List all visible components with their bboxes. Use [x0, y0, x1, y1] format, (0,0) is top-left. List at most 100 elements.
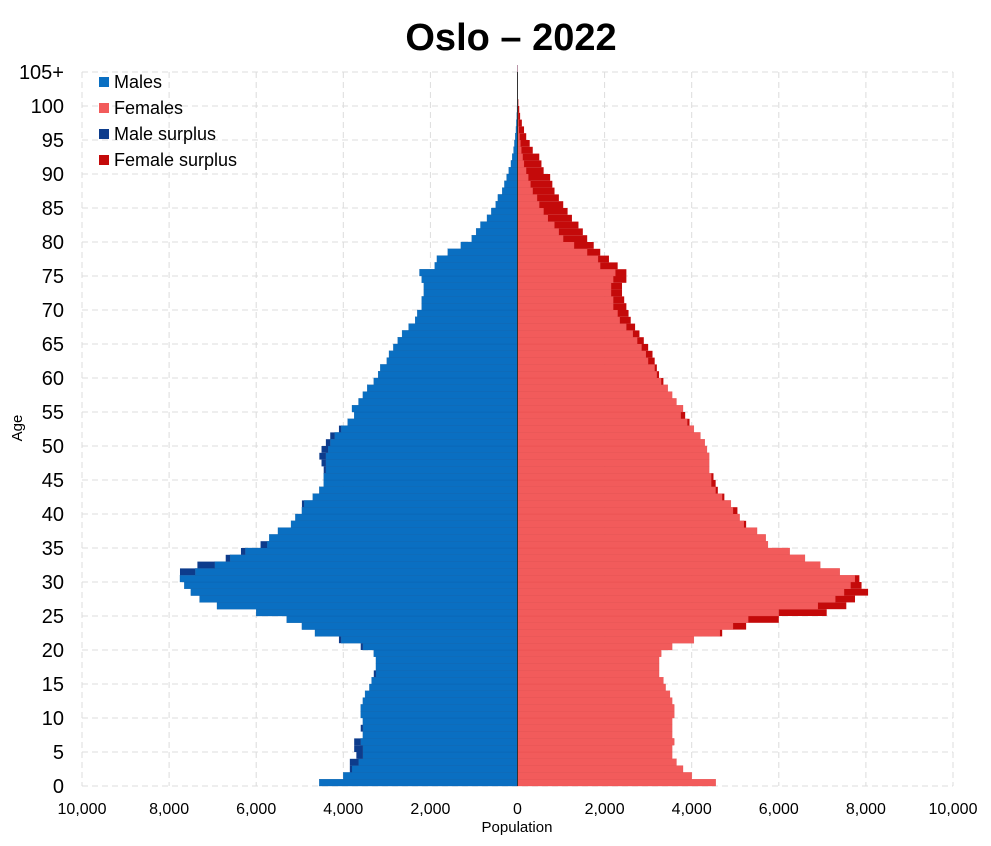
- female-bar: [518, 745, 673, 752]
- female-bar: [518, 528, 758, 535]
- legend-label: Males: [114, 72, 162, 92]
- male-bar: [184, 582, 517, 589]
- male-bar: [496, 201, 518, 208]
- female-surplus-bar: [657, 371, 659, 378]
- x-tick-label: 10,000: [58, 801, 107, 818]
- male-bar: [200, 596, 518, 603]
- male-bar: [509, 167, 518, 174]
- female-surplus-bar: [748, 616, 778, 623]
- female-surplus-bar: [681, 412, 685, 419]
- y-tick-label: 105+: [19, 62, 64, 84]
- female-surplus-bar: [533, 188, 555, 195]
- chart-title: Oslo – 2022: [405, 17, 616, 59]
- male-bar: [180, 575, 518, 582]
- male-bar: [361, 738, 518, 745]
- female-bar: [518, 732, 673, 739]
- x-tick-label: 10,000: [929, 801, 978, 818]
- male-bar: [363, 718, 518, 725]
- female-bar: [518, 779, 716, 786]
- female-surplus-bar: [711, 480, 715, 487]
- female-surplus-bar: [851, 582, 862, 589]
- male-bar: [319, 487, 517, 494]
- male-bar: [287, 616, 518, 623]
- male-bar: [330, 439, 517, 446]
- female-bar: [518, 643, 673, 650]
- female-bar: [518, 698, 673, 705]
- male-bar: [480, 222, 517, 229]
- y-tick-label: 75: [42, 266, 64, 288]
- female-surplus-bar: [548, 215, 572, 222]
- female-surplus-bar: [613, 303, 626, 310]
- female-bar: [518, 766, 683, 773]
- male-bar: [393, 344, 517, 351]
- male-bar: [319, 779, 517, 786]
- y-tick-label: 35: [42, 538, 64, 560]
- female-bar: [518, 181, 531, 188]
- male-surplus-bar: [330, 432, 334, 439]
- female-bar: [518, 500, 731, 507]
- female-bar: [518, 473, 712, 480]
- male-bar: [369, 684, 517, 691]
- female-bar: [518, 290, 612, 297]
- female-bar: [518, 460, 710, 467]
- female-surplus-bar: [611, 290, 622, 297]
- female-bar: [518, 589, 845, 596]
- male-bar: [341, 636, 517, 643]
- male-bar: [435, 262, 518, 269]
- female-bar: [518, 317, 620, 324]
- female-surplus-bar: [733, 623, 746, 630]
- female-surplus-bar: [716, 487, 718, 494]
- x-tick-label: 4,000: [323, 801, 363, 818]
- female-bar: [518, 691, 670, 698]
- y-tick-label: 65: [42, 334, 64, 356]
- male-bar: [352, 766, 517, 773]
- male-bar: [230, 555, 517, 562]
- female-surplus-bar: [835, 596, 855, 603]
- male-surplus-bar: [241, 548, 245, 555]
- female-bar: [518, 174, 529, 181]
- female-bar: [518, 548, 790, 555]
- female-bar: [518, 446, 707, 453]
- female-surplus-bar: [646, 351, 653, 358]
- male-bar: [302, 507, 518, 514]
- male-bar: [409, 324, 518, 331]
- male-bar: [363, 392, 518, 399]
- male-bar: [361, 704, 518, 711]
- y-tick-label: 85: [42, 198, 64, 220]
- female-surplus-bar: [648, 358, 655, 365]
- y-tick-label: 45: [42, 470, 64, 492]
- female-bar: [518, 228, 559, 235]
- legend-label: Male surplus: [114, 124, 216, 144]
- female-bar: [518, 154, 523, 161]
- male-bar: [504, 181, 517, 188]
- male-surplus-bar: [361, 725, 363, 732]
- female-bar: [518, 208, 544, 215]
- female-bar: [518, 752, 673, 759]
- male-bar: [343, 772, 517, 779]
- female-bar: [518, 568, 840, 575]
- male-bar: [326, 453, 518, 460]
- y-tick-label: 50: [42, 436, 64, 458]
- female-bar: [518, 235, 564, 242]
- male-surplus-bar: [339, 426, 341, 433]
- male-surplus-bar: [356, 752, 363, 759]
- female-bar: [518, 704, 675, 711]
- female-bar: [518, 616, 749, 623]
- female-surplus-bar: [642, 344, 649, 351]
- male-bar: [315, 630, 518, 637]
- female-surplus-bar: [587, 249, 600, 256]
- male-bar: [269, 534, 517, 541]
- female-bar: [518, 466, 710, 473]
- female-bar: [518, 684, 666, 691]
- x-tick-label: 6,000: [236, 801, 276, 818]
- x-tick-label: 2,000: [585, 801, 625, 818]
- female-surplus-bar: [600, 262, 617, 269]
- female-bar: [518, 582, 851, 589]
- female-surplus-bar: [818, 602, 846, 609]
- male-bar: [502, 188, 517, 195]
- female-bar: [518, 480, 712, 487]
- male-bar: [448, 249, 518, 256]
- male-surplus-bar: [350, 759, 359, 766]
- male-bar: [376, 670, 518, 677]
- female-bar: [518, 534, 766, 541]
